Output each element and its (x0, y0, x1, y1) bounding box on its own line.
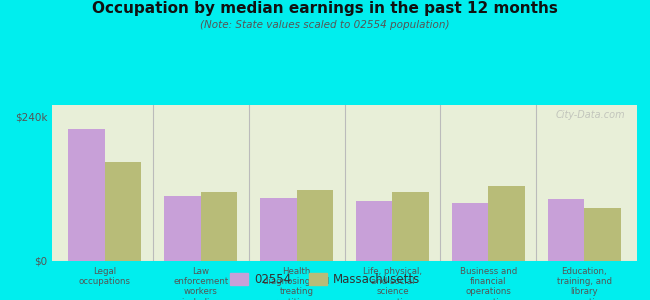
Text: City-Data.com: City-Data.com (556, 110, 625, 120)
Text: (Note: State values scaled to 02554 population): (Note: State values scaled to 02554 popu… (200, 20, 450, 29)
Bar (105, 162, 141, 261)
Bar (201, 192, 237, 261)
Bar (393, 192, 429, 261)
Bar (296, 190, 333, 261)
Bar (356, 201, 393, 261)
Bar (548, 199, 584, 261)
Bar (68, 129, 105, 261)
Bar (584, 208, 621, 261)
Bar (488, 186, 525, 261)
Bar (260, 198, 296, 261)
Bar (164, 196, 201, 261)
Text: Occupation by median earnings in the past 12 months: Occupation by median earnings in the pas… (92, 2, 558, 16)
Bar (452, 203, 488, 261)
Legend: 02554, Massachusetts: 02554, Massachusetts (226, 268, 424, 291)
